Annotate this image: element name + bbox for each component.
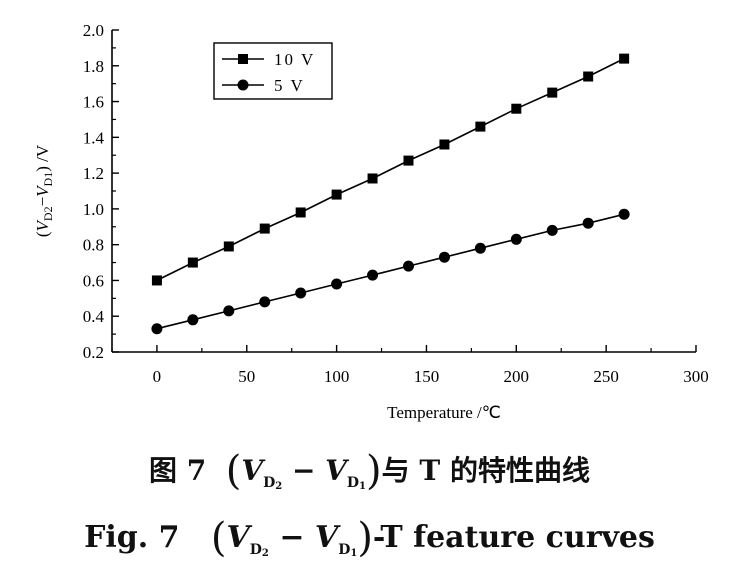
- y-tick-label: 1.2: [83, 164, 104, 183]
- caption-v-symbol: V: [325, 454, 347, 487]
- y-tick-label: 1.8: [83, 57, 104, 76]
- data-point-series-2: [618, 208, 630, 220]
- caption-paren-right: ): [366, 448, 382, 494]
- data-point-series-2: [474, 242, 486, 254]
- caption-text-en: -T feature curves: [372, 520, 655, 555]
- caption-figure-number-cn: 图 7: [149, 454, 207, 487]
- data-point-series-1: [619, 53, 630, 64]
- data-point-series-1: [223, 241, 234, 252]
- data-point-series-2: [546, 224, 558, 236]
- caption-d-symbol: D: [338, 542, 351, 558]
- data-point-series-1: [295, 207, 306, 218]
- legend-label: 10 V: [274, 50, 315, 69]
- x-tick-label: 250: [593, 367, 619, 386]
- data-point-series-1: [331, 189, 342, 200]
- data-point-series-2: [187, 314, 199, 326]
- caption-v-symbol: V: [314, 520, 339, 555]
- figure-caption-chinese: 图 7 (VD2 − VD1)与 T 的特性曲线: [0, 448, 739, 494]
- y-tick-label: 2.0: [83, 21, 104, 40]
- data-point-series-1: [475, 121, 486, 132]
- data-point-series-1: [511, 103, 522, 114]
- caption-minus: −: [279, 520, 305, 555]
- caption-paren-right: ): [357, 515, 373, 561]
- y-tick-label: 1.4: [83, 128, 105, 147]
- legend-marker: [237, 79, 249, 91]
- data-point-series-2: [259, 296, 271, 308]
- data-point-series-1: [439, 139, 450, 150]
- caption-d-symbol: D: [346, 474, 360, 491]
- line-chart: 0.2 0.4 0.6 0.8 1.0 1.2 1.4 1.6 1.8 2.0 0 50 100 150 2…: [33, 21, 709, 422]
- data-point-series-2: [510, 233, 522, 245]
- data-point-series-1: [367, 173, 378, 184]
- x-axis-label: Temperature /℃: [387, 403, 501, 422]
- x-tick-label: 150: [414, 367, 440, 386]
- data-point-series-1: [547, 87, 558, 98]
- caption-v-symbol: V: [226, 520, 250, 555]
- legend-box: [213, 42, 333, 100]
- x-tick-label: 300: [683, 367, 709, 386]
- y-tick-label: 0.8: [83, 236, 104, 255]
- figure-caption-english: Fig. 7 (VD2 − VD1)-T feature curves: [0, 515, 739, 561]
- data-point-series-1: [151, 275, 162, 286]
- legend-label: 5 V: [274, 76, 305, 95]
- data-point-series-2: [367, 269, 379, 281]
- y-tick-label: 1.6: [83, 93, 104, 112]
- series-line-1: [156, 57, 625, 282]
- caption-text-cn: 与 T 的特性曲线: [381, 454, 590, 487]
- caption-paren-left: (: [210, 515, 227, 561]
- caption-d-symbol: D: [263, 474, 276, 491]
- caption-minus: −: [291, 454, 316, 487]
- data-point-series-2: [582, 217, 594, 229]
- caption-subscript-1: 1: [350, 548, 358, 559]
- x-tick-label: 200: [504, 367, 530, 386]
- data-point-series-2: [151, 323, 163, 335]
- x-tick-label: 50: [238, 367, 255, 386]
- data-point-series-2: [402, 260, 414, 272]
- data-point-series-1: [583, 71, 594, 82]
- series-line-2: [156, 213, 625, 330]
- legend-marker: [238, 54, 248, 64]
- y-tick-label: 0.4: [83, 307, 105, 326]
- caption-figure-number-en: Fig. 7: [84, 520, 180, 555]
- data-point-series-2: [331, 278, 343, 290]
- caption-subscript-2: 2: [275, 480, 283, 492]
- y-tick-label: 0.2: [83, 343, 104, 362]
- y-tick-label: 1.0: [83, 200, 104, 219]
- data-point-series-2: [438, 251, 450, 263]
- caption-subscript-1: 1: [359, 480, 367, 492]
- data-point-series-1: [403, 155, 414, 166]
- x-tick-label: 0: [153, 367, 162, 386]
- x-tick-label: 100: [324, 367, 350, 386]
- data-point-series-1: [259, 223, 270, 234]
- y-axis-label: (VD2−VD1) /V: [33, 144, 55, 237]
- data-point-series-2: [223, 305, 235, 317]
- caption-v-symbol: V: [241, 454, 264, 487]
- caption-subscript-2: 2: [261, 548, 269, 559]
- y-tick-label: 0.6: [83, 271, 104, 290]
- caption-paren-left: (: [225, 448, 242, 494]
- data-point-series-2: [295, 287, 307, 299]
- caption-d-symbol: D: [249, 542, 262, 558]
- data-point-series-1: [187, 257, 198, 268]
